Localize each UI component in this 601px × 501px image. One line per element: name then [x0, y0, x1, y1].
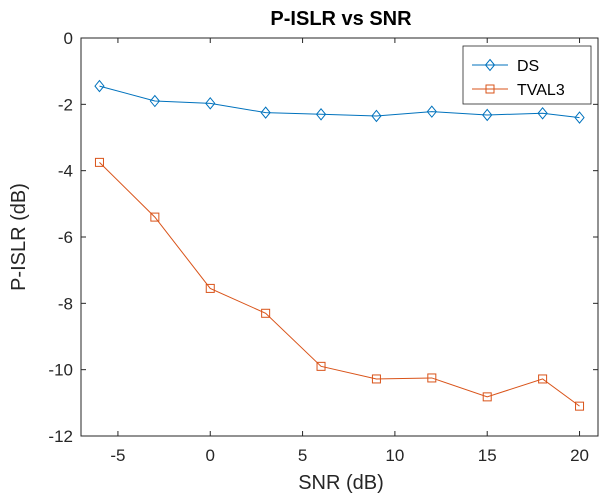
data-point-tval3 [316, 361, 326, 371]
data-point-tval3 [575, 401, 585, 411]
chart-title: P-ISLR vs SNR [270, 8, 412, 30]
x-tick-label: 20 [570, 446, 589, 465]
series-line-ds [99, 85, 580, 119]
data-point-ds [205, 97, 216, 110]
data-point-tval3 [482, 392, 492, 402]
x-axis-label: SNR (dB) [298, 472, 384, 494]
y-axis: 0 -2 -4 -6 -8 -10 -12 [48, 29, 598, 446]
data-point-ds [537, 106, 548, 120]
legend-box [462, 45, 592, 105]
y-tick-label: -2 [58, 95, 73, 114]
data-point-ds [426, 105, 437, 118]
legend-marker-ds [484, 58, 496, 72]
data-point-tval3 [538, 374, 548, 384]
legend-label-ds: DS [517, 58, 539, 75]
x-axis: -5 0 5 10 15 20 [110, 38, 589, 465]
x-tick-label: 10 [385, 446, 404, 465]
data-point-ds [482, 108, 493, 122]
legend: DS TVAL3 [462, 45, 592, 105]
data-point-tval3 [94, 157, 104, 167]
data-point-tval3 [205, 283, 215, 293]
data-point-tval3 [371, 374, 381, 384]
x-tick-label: 0 [206, 446, 215, 465]
y-tick-label: 0 [64, 29, 73, 48]
y-axis-label: P-ISLR (dB) [8, 183, 30, 291]
data-point-ds [260, 106, 271, 119]
series-layer [94, 79, 585, 411]
data-point-ds [94, 79, 105, 93]
x-tick-label: 15 [478, 446, 497, 465]
y-tick-label: -6 [58, 228, 73, 247]
y-tick-label: -4 [58, 162, 73, 181]
data-point-ds [371, 109, 382, 123]
data-point-tval3 [427, 373, 437, 383]
x-tick-label: 5 [298, 446, 307, 465]
data-point-ds [315, 107, 327, 121]
series-tval3 [94, 157, 585, 411]
data-point-tval3 [150, 212, 160, 222]
x-tick-label: -5 [110, 446, 125, 465]
y-tick-label: -8 [58, 294, 73, 313]
data-point-ds [149, 94, 161, 108]
series-line-tval3 [99, 162, 580, 407]
data-point-tval3 [261, 308, 271, 318]
legend-marker-tval3 [485, 84, 495, 94]
data-point-ds [574, 111, 585, 124]
legend-label-tval3: TVAL3 [517, 82, 565, 99]
y-tick-label: -12 [48, 427, 73, 446]
series-ds [94, 79, 585, 124]
y-tick-label: -10 [48, 361, 73, 380]
